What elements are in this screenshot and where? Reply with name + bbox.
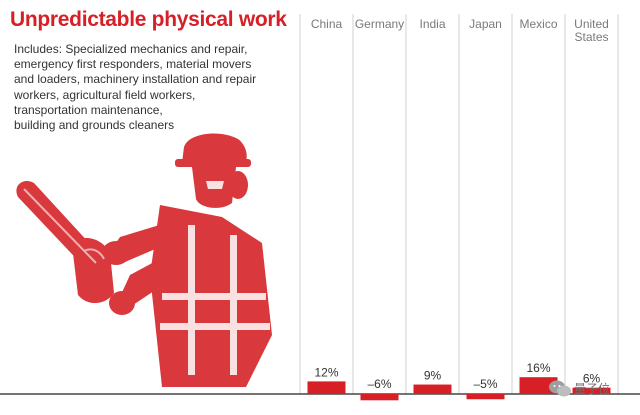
bar [466,394,505,400]
category-label: Mexico [519,17,557,31]
data-label: –5% [473,377,497,391]
category-label: Germany [355,17,404,31]
bar [519,377,558,394]
chart-title: Unpredictable physical work [10,8,287,31]
description-line: workers, agricultural field workers, [14,87,196,102]
data-label: 16% [526,361,550,375]
bar [413,384,452,394]
bar [307,381,346,394]
construction-worker-with-chainsaw-icon [16,133,272,387]
occupation-description: Includes: Specialized mechanics and repa… [14,42,294,133]
watermark-text: 量子位 [574,382,611,396]
data-label: 12% [314,365,338,379]
category-label: States [574,30,608,44]
category-label: Japan [469,17,502,31]
category-label: United [574,17,609,31]
watermark: 量子位 [548,378,638,400]
description-line: and loaders, machinery installation and … [14,72,257,87]
category-label: India [419,17,445,31]
bar [360,394,399,401]
category-label: China [311,17,343,31]
data-label: 9% [424,369,442,383]
description-line: Includes: Specialized mechanics and repa… [14,42,248,56]
bar [572,387,611,394]
description-line: building and grounds cleaners [14,118,175,133]
description-line: emergency first responders, material mov… [14,57,252,72]
data-label: 6% [583,372,601,386]
wechat-icon [549,380,571,397]
description-line: transportation maintenance, [14,102,163,117]
data-label: –6% [367,377,391,391]
